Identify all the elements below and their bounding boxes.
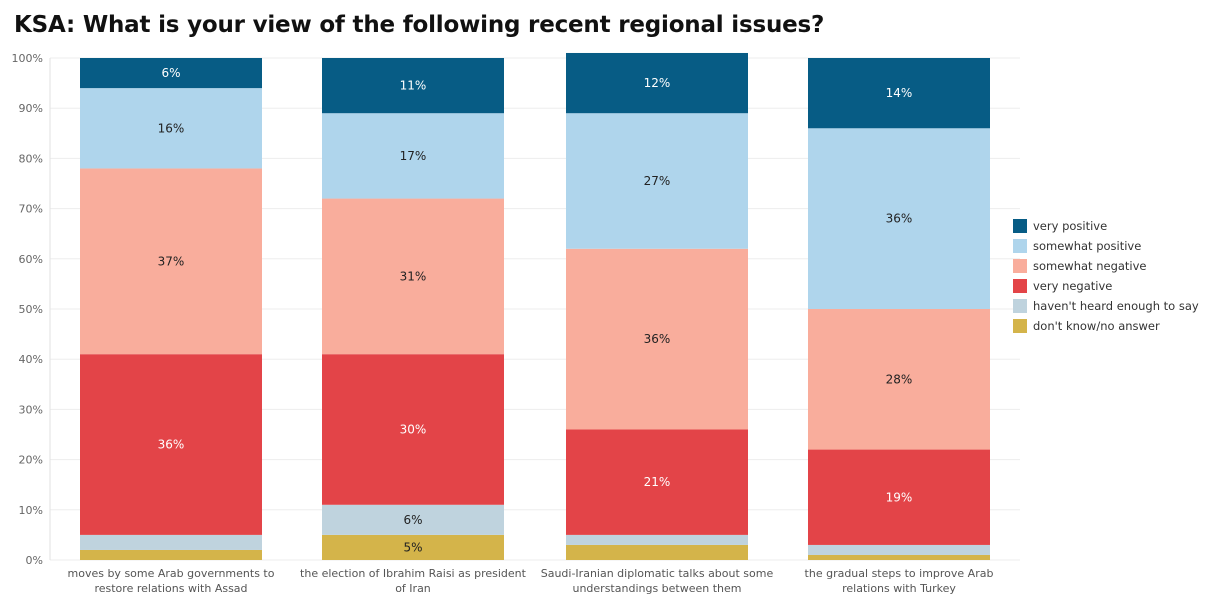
bar-segment [80, 168, 262, 355]
bar-segment [322, 113, 504, 199]
x-category-label: relations with Turkey [842, 582, 956, 595]
data-label: 28% [886, 372, 913, 386]
y-tick-label: 0% [26, 554, 43, 567]
bar-segment [322, 354, 504, 505]
bar-segment [80, 88, 262, 169]
legend-label: somewhat negative [1033, 259, 1147, 273]
bar-segment [808, 449, 990, 545]
legend-item: somewhat positive [1013, 236, 1199, 256]
bar-segment [80, 534, 262, 550]
data-label: 27% [644, 174, 671, 188]
chart-legend: very positive somewhat positive somewhat n… [1013, 216, 1199, 336]
data-label: 6% [161, 66, 180, 80]
bar-segment [808, 309, 990, 450]
legend-item: somewhat negative [1013, 256, 1199, 276]
bar-segment [322, 534, 504, 560]
data-label: 21% [644, 475, 671, 489]
x-category-label: restore relations with Assad [94, 582, 247, 595]
bar-segment [808, 544, 990, 555]
data-label: 6% [403, 513, 422, 527]
bar-segment [322, 504, 504, 535]
data-label: 36% [644, 332, 671, 346]
legend-item: very positive [1013, 216, 1199, 236]
bar-segment [566, 544, 748, 560]
data-label: 11% [400, 79, 427, 93]
bar-segment [566, 429, 748, 535]
y-tick-label: 60% [19, 253, 43, 266]
bar-segment [808, 554, 990, 560]
x-category-label: of Iran [395, 582, 431, 595]
legend-swatch [1013, 319, 1027, 333]
bar-segment [566, 113, 748, 249]
bar-segment [566, 248, 748, 430]
legend-label: very positive [1033, 219, 1108, 233]
bar-segment [322, 198, 504, 355]
chart-title: KSA: What is your view of the following … [14, 12, 825, 38]
data-label: 36% [158, 438, 185, 452]
x-category-label: understandings between them [572, 582, 741, 595]
legend-swatch [1013, 219, 1027, 233]
legend-swatch [1013, 239, 1027, 253]
legend-label: don't know/no answer [1033, 319, 1160, 333]
x-category-label: moves by some Arab governments to [68, 567, 275, 580]
bar-segment [80, 549, 262, 560]
y-tick-label: 20% [19, 454, 43, 467]
bar-segment [80, 58, 262, 89]
data-label: 37% [158, 254, 185, 268]
bar-segment [808, 58, 990, 129]
data-label: 19% [886, 490, 913, 504]
data-label: 5% [403, 540, 422, 554]
bar-segment [566, 534, 748, 545]
data-label: 30% [400, 422, 427, 436]
legend-label: haven't heard enough to say [1033, 299, 1199, 313]
legend-item: very negative [1013, 276, 1199, 296]
y-tick-label: 50% [19, 303, 43, 316]
bar-segment [80, 354, 262, 535]
data-label: 36% [886, 212, 913, 226]
y-tick-label: 10% [19, 504, 43, 517]
legend-label: very negative [1033, 279, 1113, 293]
data-label: 16% [158, 121, 185, 135]
data-label: 14% [886, 86, 913, 100]
data-label: 17% [400, 149, 427, 163]
legend-label: somewhat positive [1033, 239, 1142, 253]
y-tick-label: 70% [19, 203, 43, 216]
y-tick-label: 90% [19, 102, 43, 115]
y-tick-label: 100% [12, 52, 43, 65]
bar-segment [566, 52, 748, 114]
x-category-label: the gradual steps to improve Arab [805, 567, 994, 580]
data-label: 31% [400, 269, 427, 283]
y-tick-label: 30% [19, 403, 43, 416]
x-category-label: the election of Ibrahim Raisi as preside… [300, 567, 527, 580]
x-category-label: Saudi-Iranian diplomatic talks about som… [541, 567, 774, 580]
data-label: 12% [644, 76, 671, 90]
legend-swatch [1013, 279, 1027, 293]
bar-segment [322, 58, 504, 114]
legend-item: haven't heard enough to say [1013, 296, 1199, 316]
y-tick-label: 80% [19, 152, 43, 165]
legend-swatch [1013, 299, 1027, 313]
bar-segment [808, 128, 990, 309]
legend-swatch [1013, 259, 1027, 273]
y-tick-label: 40% [19, 353, 43, 366]
legend-item: don't know/no answer [1013, 316, 1199, 336]
